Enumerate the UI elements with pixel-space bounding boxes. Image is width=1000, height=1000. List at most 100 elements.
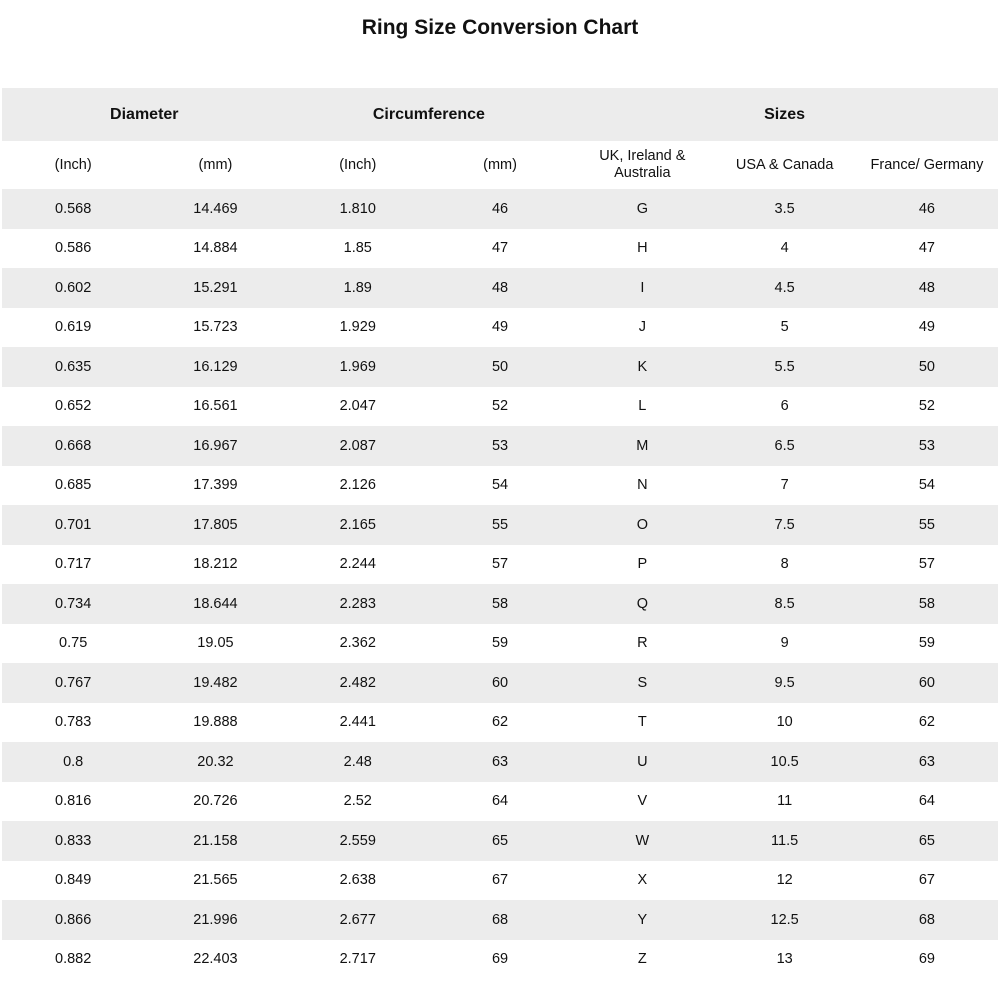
table-cell: 1.85 <box>343 240 372 257</box>
table-cell: 0.833 <box>55 832 92 849</box>
table-cell: X <box>637 872 648 889</box>
table-cell: 0.866 <box>55 911 92 928</box>
table-cell: 11.5 <box>771 832 799 849</box>
table-cell: 17.805 <box>193 516 238 533</box>
table-cell: 18.212 <box>193 556 238 573</box>
table-row: 0.635 16.129 1.969 50 K 5.5 50 <box>2 347 998 387</box>
table-cell: 19.482 <box>193 674 238 691</box>
table-cell: 48 <box>491 279 509 296</box>
table-cell: 58 <box>918 595 935 612</box>
table-cell: 0.668 <box>55 437 92 454</box>
table-cell: 2.48 <box>343 753 372 770</box>
table-cell: 2.362 <box>339 635 376 652</box>
table-row: 0.717 18.212 2.244 57 P 8 57 <box>2 545 998 585</box>
table-row: 0.586 14.884 1.85 47 H 4 47 <box>2 229 998 269</box>
table-cell: 64 <box>491 793 509 810</box>
table-row: 0.767 19.482 2.482 60 S 9.5 60 <box>2 663 998 703</box>
table-cell: 1.969 <box>339 358 376 375</box>
table-cell: 53 <box>491 437 509 454</box>
table-cell: 57 <box>491 556 509 573</box>
table-cell: P <box>637 556 648 573</box>
table-cell: 5.5 <box>774 358 795 375</box>
table-cell: 20.32 <box>197 753 234 770</box>
table-cell: 6.5 <box>774 437 795 454</box>
table-cell: 67 <box>491 872 509 889</box>
table-cell: 19.888 <box>193 714 238 731</box>
column-header: (mm) <box>198 156 233 173</box>
table-cell: 54 <box>918 477 935 494</box>
table-cell: L <box>638 398 647 415</box>
table-cell: 14.469 <box>193 200 238 217</box>
table-cell: 0.882 <box>55 951 92 968</box>
table-cell: 46 <box>918 200 935 217</box>
group-header-circumference: Circumference <box>372 105 485 123</box>
table-cell: 68 <box>918 911 935 928</box>
table-row: 0.668 16.967 2.087 53 M 6.5 53 <box>2 426 998 466</box>
table-cell: 8 <box>780 556 789 573</box>
group-header-sizes: Sizes <box>764 105 806 123</box>
table-cell: 15.723 <box>193 319 238 336</box>
table-cell: 68 <box>491 911 509 928</box>
table-row: 0.849 21.565 2.638 67 X 12 67 <box>2 861 998 901</box>
table-cell: 4.5 <box>774 279 795 296</box>
table-body: 0.568 14.469 1.810 46 G 3.5 46 0.586 14.884 1.85 4… <box>2 189 998 979</box>
table-cell: 17.399 <box>193 477 238 494</box>
table-cell: 9 <box>780 635 789 652</box>
table-cell: 0.685 <box>55 477 92 494</box>
table-cell: 16.967 <box>193 437 238 454</box>
table-cell: 50 <box>491 358 509 375</box>
table-cell: 2.441 <box>339 714 376 731</box>
table-cell: 0.816 <box>55 793 92 810</box>
table-cell: Y <box>637 911 648 928</box>
table-cell: G <box>636 200 648 217</box>
table-cell: 5 <box>780 319 789 336</box>
column-header: (Inch) <box>54 156 92 173</box>
table-cell: I <box>640 279 645 296</box>
table-cell: 0.767 <box>55 674 92 691</box>
table-cell: 22.403 <box>193 951 238 968</box>
table-row: 0.8 20.32 2.48 63 U 10.5 63 <box>2 742 998 782</box>
table-cell: U <box>637 753 648 770</box>
table-cell: 21.158 <box>193 832 238 849</box>
table-cell: 52 <box>918 398 935 415</box>
table-cell: 10.5 <box>770 753 799 770</box>
table-cell: 0.783 <box>55 714 92 731</box>
table-cell: 0.635 <box>55 358 92 375</box>
table-cell: 3.5 <box>774 200 795 217</box>
table-row: 0.568 14.469 1.810 46 G 3.5 46 <box>2 189 998 229</box>
table-cell: R <box>637 635 648 652</box>
table-cell: 8.5 <box>774 595 795 612</box>
table-cell: 1.89 <box>343 279 372 296</box>
column-header-row: (Inch) (mm) (Inch) (mm) UK, Ireland & Au… <box>2 141 998 189</box>
table-cell: 47 <box>918 240 935 257</box>
table-cell: 2.047 <box>339 398 376 415</box>
table-row: 0.833 21.158 2.559 65 W 11.5 65 <box>2 821 998 861</box>
group-header-row: Diameter Circumference Sizes <box>2 88 998 141</box>
table-cell: 46 <box>491 200 509 217</box>
table-row: 0.652 16.561 2.047 52 L 6 52 <box>2 387 998 427</box>
table-cell: 52 <box>491 398 509 415</box>
table-cell: Z <box>637 951 647 968</box>
table-cell: 0.717 <box>55 556 92 573</box>
table-cell: 14.884 <box>193 240 238 257</box>
table-row: 0.734 18.644 2.283 58 Q 8.5 58 <box>2 584 998 624</box>
table-cell: 2.52 <box>343 793 372 810</box>
table-cell: 1.929 <box>339 319 376 336</box>
table-cell: 67 <box>918 872 935 889</box>
table-row: 0.685 17.399 2.126 54 N 7 54 <box>2 466 998 506</box>
table-cell: 6 <box>780 398 789 415</box>
column-header: (mm) <box>483 156 517 173</box>
table-cell: 2.126 <box>339 477 376 494</box>
table-cell: 1.810 <box>339 200 376 217</box>
table-cell: 54 <box>491 477 509 494</box>
table-cell: 69 <box>491 951 509 968</box>
table-cell: 69 <box>918 951 935 968</box>
table-row: 0.866 21.996 2.677 68 Y 12.5 68 <box>2 900 998 940</box>
table-cell: 2.677 <box>339 911 376 928</box>
table-cell: 2.087 <box>339 437 376 454</box>
table-row: 0.783 19.888 2.441 62 T 10 62 <box>2 703 998 743</box>
table-cell: 2.559 <box>339 832 376 849</box>
table-cell: 2.638 <box>339 872 376 889</box>
table-cell: M <box>636 437 649 454</box>
column-header: UK, Ireland & Australia <box>599 148 686 181</box>
